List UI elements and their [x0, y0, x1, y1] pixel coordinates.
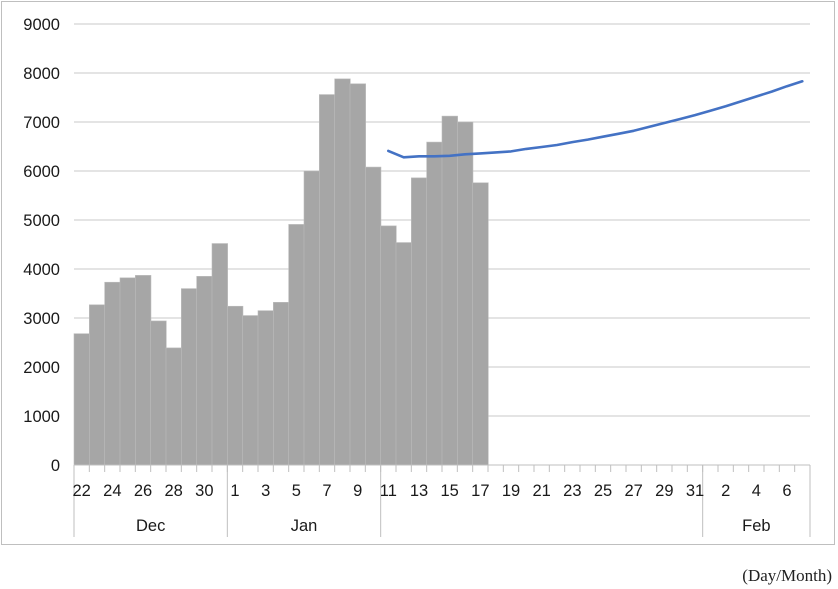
bar: [242, 315, 259, 466]
x-tick-label: 22: [72, 482, 90, 500]
bar: [227, 305, 244, 466]
x-tick-label: 6: [782, 482, 791, 500]
bar: [319, 94, 336, 466]
bar: [426, 141, 443, 466]
y-tick-label: 1000: [23, 408, 60, 426]
y-tick-label: 0: [51, 457, 60, 475]
x-tick-label: 27: [624, 482, 642, 500]
bar: [380, 225, 397, 466]
x-tick-label: 25: [594, 482, 612, 500]
bar: [150, 320, 167, 466]
x-tick-label: 13: [410, 482, 428, 500]
bar: [196, 276, 213, 466]
axis-layer: [73, 464, 811, 537]
bar: [365, 166, 382, 466]
bar: [457, 121, 474, 466]
bar: [104, 281, 121, 466]
bar: [211, 243, 228, 466]
y-tick-label: 7000: [23, 114, 60, 132]
x-tick-label: 15: [440, 482, 458, 500]
bar: [303, 170, 320, 466]
x-tick-label: 7: [322, 482, 331, 500]
x-tick-label: 21: [532, 482, 550, 500]
x-tick-label: 28: [164, 482, 182, 500]
y-tick-label: 2000: [23, 359, 60, 377]
x-tick-label: 4: [752, 482, 761, 500]
bar: [288, 224, 305, 466]
bar: [73, 333, 90, 466]
bar: [349, 83, 366, 466]
bar: [411, 177, 428, 466]
x-tick-label: 29: [655, 482, 673, 500]
bar: [334, 78, 351, 466]
y-tick-label: 3000: [23, 310, 60, 328]
bar: [441, 115, 458, 466]
bar: [257, 310, 274, 466]
bar-layer: [73, 78, 489, 466]
forecast-line: [386, 80, 804, 159]
y-tick-label: 5000: [23, 212, 60, 230]
x-tick-label: 30: [195, 482, 213, 500]
unit-note: (Day/Month): [742, 566, 832, 585]
x-tick-label: 19: [502, 482, 520, 500]
x-tick-label: 11: [380, 482, 397, 500]
x-tick-label: 17: [471, 482, 489, 500]
x-tick-label: 9: [353, 482, 362, 500]
month-label: Feb: [742, 517, 770, 535]
line-layer: [386, 80, 804, 159]
x-tick-label: 2: [721, 482, 730, 500]
x-tick-label: 31: [686, 482, 704, 500]
x-tick-label: 23: [563, 482, 581, 500]
bar: [89, 304, 106, 466]
bar: [395, 242, 412, 466]
y-tick-label: 4000: [23, 261, 60, 279]
y-tick-label: 8000: [23, 65, 60, 83]
y-tick-label: 6000: [23, 163, 60, 181]
x-tick-label: 1: [230, 482, 239, 500]
bar: [165, 347, 182, 466]
x-tick-label: 24: [103, 482, 121, 500]
bar: [135, 275, 152, 466]
bar: [181, 288, 198, 466]
bar: [273, 302, 290, 466]
chart-frame: 0 1000 2000 3000 4000 5000 6000 7000 8000 9000 22 2…: [1, 1, 835, 545]
bar: [472, 182, 489, 466]
bar: [119, 277, 136, 466]
y-tick-label: 9000: [23, 16, 60, 34]
x-tick-label: 5: [292, 482, 301, 500]
month-label: Jan: [291, 517, 318, 535]
month-label: Dec: [136, 517, 165, 535]
x-tick-label: 3: [261, 482, 270, 500]
x-tick-label: 26: [134, 482, 152, 500]
